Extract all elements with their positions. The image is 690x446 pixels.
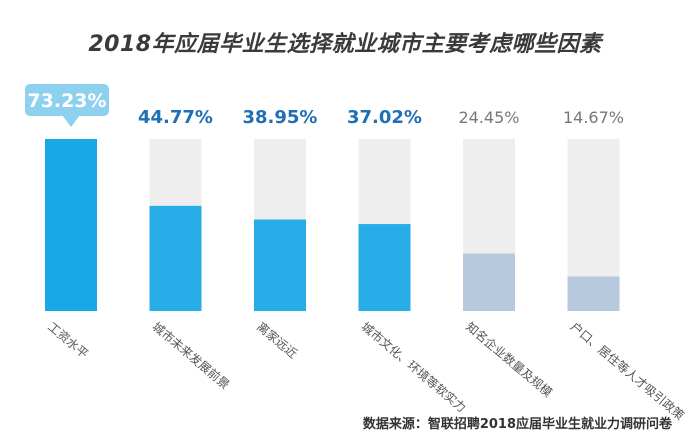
bar <box>45 139 97 311</box>
bar <box>149 205 202 311</box>
bar <box>254 219 306 311</box>
data-label: 14.67% <box>563 108 624 127</box>
category-label: 户口、居住等人才吸引政策 <box>568 319 688 423</box>
data-label: 24.45% <box>458 108 519 127</box>
category-label: 知名企业数量及规模 <box>463 319 555 400</box>
bar <box>463 253 515 311</box>
category-label: 城市文化、环境等软实力 <box>359 319 470 415</box>
value-callout <box>25 84 109 116</box>
source-note: 数据来源：智联招聘2018应届毕业生就业力调研问卷 <box>362 417 672 432</box>
bar <box>358 224 411 311</box>
data-label: 38.95% <box>243 107 318 128</box>
chart-title: 2018年应届毕业生选择就业城市主要考虑哪些因素 <box>88 32 602 57</box>
category-label: 离家远近 <box>254 319 300 361</box>
data-label: 37.02% <box>347 107 422 128</box>
data-label: 44.77% <box>138 107 213 128</box>
data-label: 73.23% <box>27 90 106 112</box>
category-label: 工资水平 <box>45 320 91 362</box>
category-label: 城市未来发展前景 <box>150 319 233 392</box>
bar <box>567 276 620 311</box>
callout-pointer <box>62 115 80 127</box>
